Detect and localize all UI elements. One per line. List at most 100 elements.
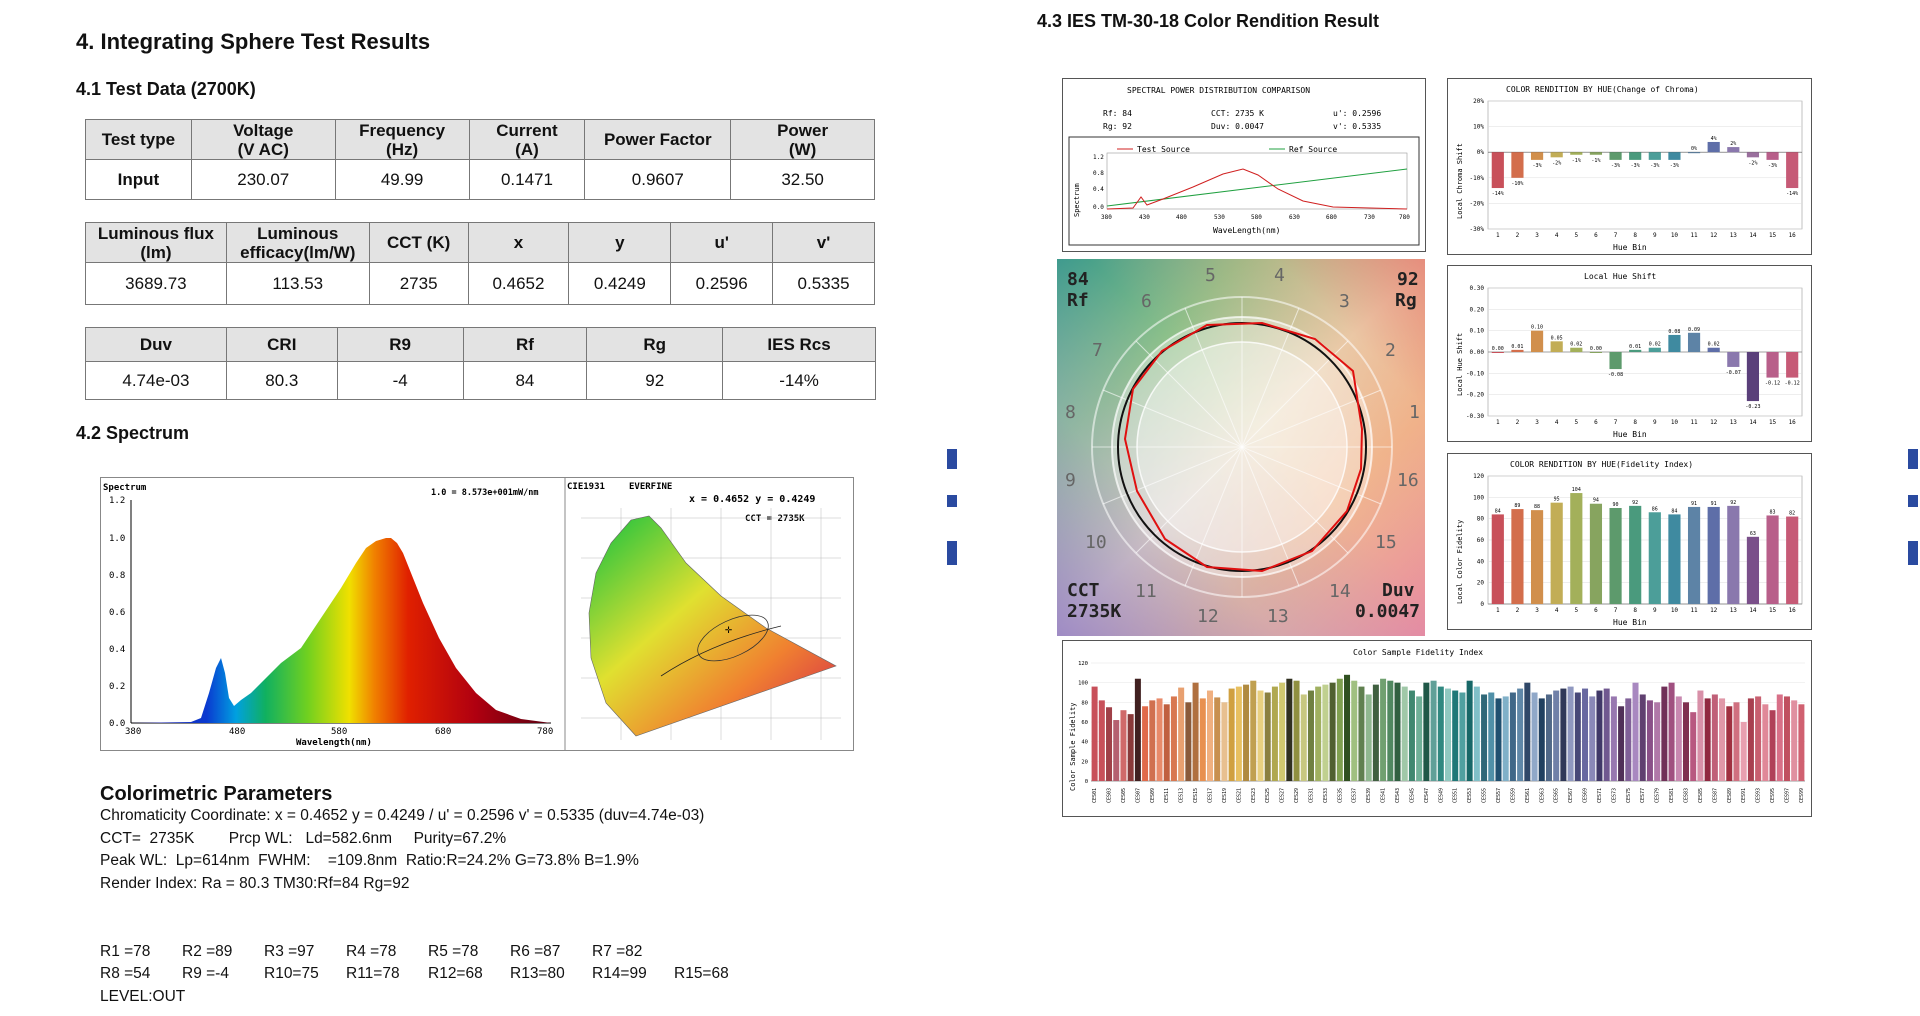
bar	[1495, 698, 1502, 781]
duv-label: Duv	[1382, 580, 1415, 601]
data-label: 63	[1750, 531, 1756, 537]
bar	[1113, 720, 1120, 781]
bar	[1690, 712, 1697, 781]
spd-cct: CCT: 2735 K	[1211, 109, 1264, 118]
r-value: R11=78	[346, 965, 400, 982]
ytick: 0.0	[1093, 204, 1104, 211]
bar	[1365, 694, 1372, 781]
data-label: 0%	[1691, 146, 1697, 152]
hue-number: 4	[1274, 265, 1285, 286]
data-label: 88	[1534, 504, 1540, 510]
bar	[1271, 686, 1278, 781]
bar	[1726, 706, 1733, 781]
bar	[1550, 502, 1563, 604]
xtick: CES47	[1424, 788, 1430, 803]
cell-u: 0.2596	[670, 262, 774, 305]
ytick: 60	[1477, 537, 1485, 544]
bar	[1654, 702, 1661, 781]
data-label: -0.12	[1765, 381, 1780, 387]
xtick: CES29	[1294, 788, 1300, 803]
xtick: CES09	[1150, 788, 1156, 803]
bar	[1243, 684, 1250, 781]
bar	[1625, 698, 1632, 781]
xtick: CES65	[1554, 788, 1560, 803]
xtick: CES45	[1409, 788, 1415, 803]
hue-number: 7	[1092, 340, 1103, 361]
bar	[1567, 686, 1574, 781]
planckian-locus	[660, 625, 782, 677]
bar	[1687, 506, 1701, 604]
cell-rg: 92	[586, 361, 724, 400]
bar	[1491, 514, 1504, 604]
spectrum-xlabel: Wavelength(nm)	[296, 738, 372, 748]
r-value: R1 =78	[100, 943, 151, 960]
header-u: u'	[670, 222, 774, 263]
bar	[1098, 700, 1105, 781]
xtick: 10	[1671, 607, 1679, 614]
spectrum-xticks: 380 480 580 680 780	[125, 727, 553, 737]
bar	[1459, 692, 1466, 781]
spd-v: v': 0.5335	[1333, 122, 1381, 131]
xtick: 480	[229, 727, 245, 737]
xtick: 7	[1614, 419, 1618, 426]
ytick: 0%	[1477, 149, 1485, 156]
ytick: 60	[1081, 720, 1088, 726]
bar	[1746, 536, 1760, 604]
cie-cct: CCT = 2735K	[745, 514, 805, 524]
cell-x: 0.4652	[467, 262, 570, 305]
xtick: 680	[435, 727, 451, 737]
xtick: 15	[1769, 419, 1777, 426]
xtick: CES69	[1583, 788, 1589, 803]
ytick: 80	[1477, 516, 1485, 523]
bar	[1639, 694, 1646, 781]
xtick: CES13	[1179, 788, 1185, 803]
bar	[1668, 514, 1681, 604]
bar	[1134, 678, 1141, 781]
xtick: 5	[1575, 419, 1579, 426]
ytick: 80	[1081, 700, 1088, 706]
bar	[1250, 680, 1257, 781]
cell-duv: 4.74e-03	[85, 361, 227, 400]
spd-yticks: 1.2 0.8 0.4 0.0	[1093, 154, 1104, 211]
cell-rcs: -14%	[722, 361, 876, 400]
ytick: 20%	[1473, 98, 1484, 105]
xtick: CES39	[1366, 788, 1372, 803]
xtick: 1	[1496, 419, 1500, 426]
data-label: -0.08	[1608, 372, 1623, 378]
data-label: -1%	[1591, 158, 1600, 164]
ytick: 120	[1473, 473, 1484, 480]
data-label: -3%	[1768, 163, 1777, 169]
fidelity-bars: 84 1 89 2 88 3 95 4 104 5 94 6 90 7 92 8 86 9 84 10 91 11 91 12…	[1487, 475, 1803, 614]
bar	[1286, 678, 1293, 781]
xtick: CES27	[1280, 788, 1286, 803]
spd-inner-frame	[1068, 136, 1420, 246]
bar	[1629, 152, 1642, 160]
xtick: CES79	[1655, 788, 1661, 803]
bar	[1127, 714, 1134, 781]
data-label: 91	[1711, 501, 1717, 507]
r-values-row-1: R1 =78 R2 =89 R3 =97 R4 =78 R5 =78 R6 =87 R7 =…	[100, 940, 674, 963]
xtick: CES89	[1727, 788, 1733, 803]
r-values-row-2: R8 =54 R9 =-4 R10=75 R11=78 R12=68 R13=80 R14=…	[100, 962, 756, 985]
spd-xticks: 380 430 480 530 580 630 680 730 780	[1101, 214, 1410, 221]
bar	[1329, 682, 1336, 781]
bar	[1344, 674, 1351, 781]
bar	[1786, 516, 1799, 604]
r-value: R13=80	[510, 965, 565, 982]
colorimetric-line: Render Index: Ra = 80.3 TM30:Rf=84 Rg=92	[100, 874, 410, 892]
bar	[1682, 702, 1690, 781]
bar	[1491, 352, 1504, 353]
spectrum-scale-note: 1.0 = 8.573e+001mW/nm	[431, 488, 538, 498]
ytick: 0	[1480, 601, 1484, 608]
chroma-shift-panel: COLOR RENDITION BY HUE(Change of Chroma)…	[1447, 78, 1812, 255]
r-value: R4 =78	[346, 943, 397, 960]
bar	[1394, 682, 1401, 781]
bar	[1560, 688, 1567, 781]
bar	[1336, 678, 1343, 781]
xtick: 13	[1730, 232, 1738, 239]
spd-rf: Rf: 84	[1103, 109, 1132, 118]
bar	[1707, 347, 1720, 352]
data-label: 0.02	[1570, 342, 1582, 348]
cct-label: CCT	[1067, 580, 1100, 601]
xtick: CES67	[1568, 788, 1574, 803]
